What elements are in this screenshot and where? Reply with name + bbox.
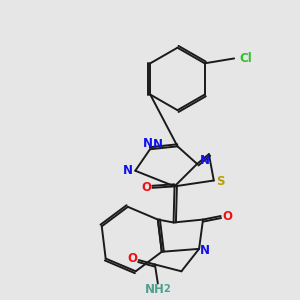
Text: O: O bbox=[222, 209, 232, 223]
Text: S: S bbox=[216, 176, 224, 188]
Text: N: N bbox=[153, 138, 163, 152]
Text: NH: NH bbox=[145, 283, 165, 296]
Text: O: O bbox=[127, 252, 137, 265]
Text: O: O bbox=[141, 181, 151, 194]
Text: Cl: Cl bbox=[239, 52, 252, 65]
Text: N: N bbox=[200, 154, 209, 167]
Text: N: N bbox=[142, 137, 153, 150]
Text: N: N bbox=[123, 164, 133, 177]
Text: 2: 2 bbox=[163, 284, 170, 294]
Text: N: N bbox=[200, 244, 210, 257]
